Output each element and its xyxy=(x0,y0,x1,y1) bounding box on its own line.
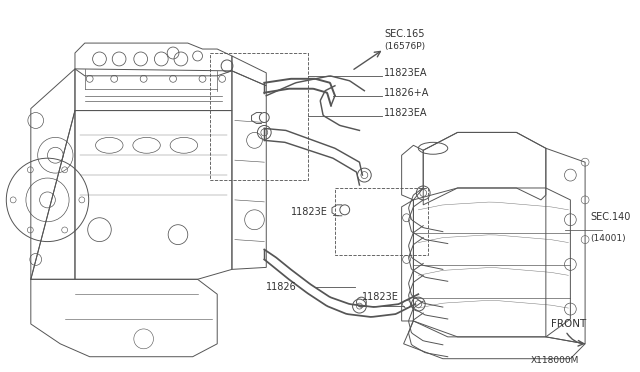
Text: 11823EA: 11823EA xyxy=(384,68,428,78)
Text: FRONT: FRONT xyxy=(551,319,586,329)
Text: 11823EA: 11823EA xyxy=(384,108,428,118)
Text: 11823E: 11823E xyxy=(291,207,328,217)
Text: 11826: 11826 xyxy=(266,282,297,292)
Bar xyxy=(211,53,308,180)
Text: 11826+A: 11826+A xyxy=(384,88,429,98)
Text: (14001): (14001) xyxy=(590,234,626,243)
Bar xyxy=(335,188,428,256)
Text: SEC.140: SEC.140 xyxy=(590,212,630,222)
Text: X118000M: X118000M xyxy=(531,356,579,365)
Text: SEC.165: SEC.165 xyxy=(384,29,424,39)
Text: (16576P): (16576P) xyxy=(384,42,425,51)
Text: 11823E: 11823E xyxy=(362,292,399,302)
